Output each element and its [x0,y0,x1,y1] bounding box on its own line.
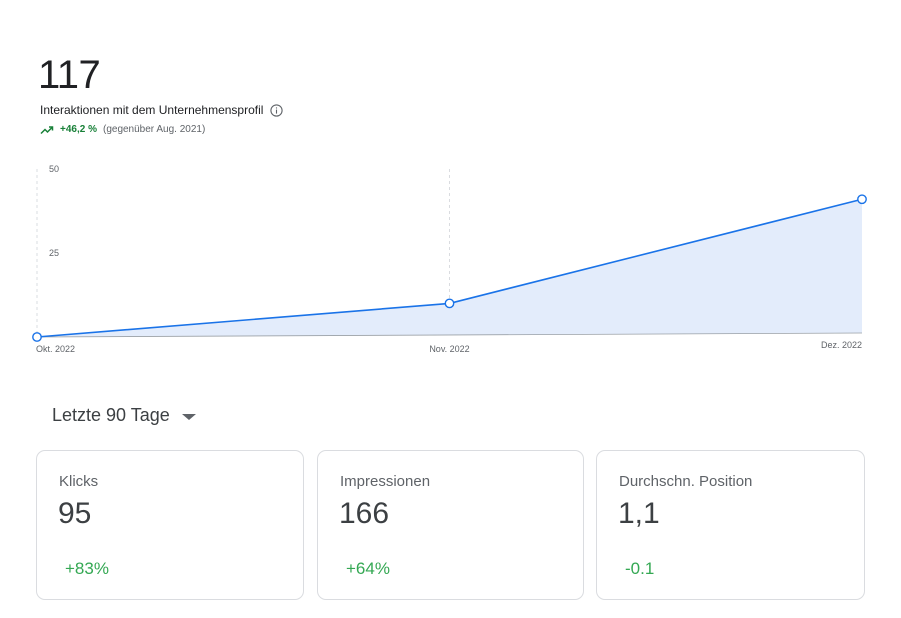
metric-label-row: Interaktionen mit dem Unternehmensprofil [40,103,284,117]
interactions-total: 117 [38,53,101,97]
card-value: 166 [339,497,390,530]
chart-point [32,332,42,342]
card-change: +83% [65,559,109,578]
card-average-position: Durchschn. Position 1,1 -0.1 [596,450,865,600]
card-clicks: Klicks 95 +83% [36,450,304,600]
card-change: -0.1 [625,559,655,578]
x-tick-label: Okt. 2022 [36,344,75,354]
period-dropdown[interactable]: Letzte 90 Tage [52,405,196,426]
card-label: Durchschn. Position [619,473,753,490]
info-icon[interactable] [270,103,284,117]
card-impressions: Impressionen 166 +64% [317,450,584,600]
interactions-area-chart: 50 25 Okt. 2022 Nov. 2022 Dez. 2022 [32,164,867,354]
card-label: Klicks [59,473,99,490]
trend-row: +46,2 % (gegenüber Aug. 2021) [40,124,205,135]
card-change: +64% [346,559,390,578]
trend-comparison: (gegenüber Aug. 2021) [102,124,206,135]
trending-up-icon [40,125,54,135]
chart-point [857,194,867,205]
y-tick-label: 50 [49,164,59,174]
interactions-chart: 50 25 Okt. 2022 Nov. 2022 Dez. 2022 [0,150,901,365]
card-value: 95 [58,497,92,530]
chart-area [37,199,862,337]
dropdown-arrow-icon [181,414,196,420]
y-tick-label: 25 [49,248,59,258]
trend-change: +46,2 % [60,124,97,135]
metric-label: Interaktionen mit dem Unternehmensprofil [40,103,264,117]
card-label: Impressionen [340,473,431,490]
chart-baseline [36,332,863,338]
card-value: 1,1 [618,497,660,530]
x-tick-label: Nov. 2022 [429,344,469,354]
chart-point [444,298,455,309]
period-dropdown-label: Letzte 90 Tage [52,405,170,425]
x-tick-label: Dez. 2022 [821,340,862,350]
